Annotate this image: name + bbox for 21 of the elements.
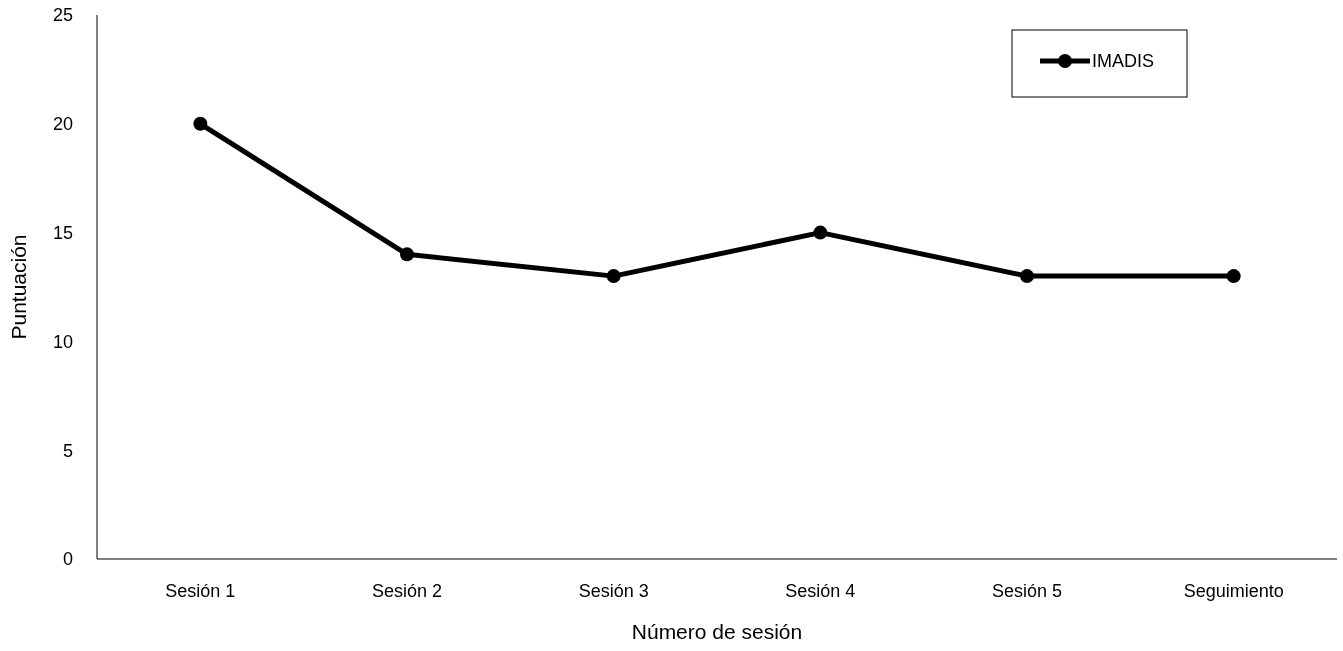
x-axis-title: Número de sesión [631,620,803,643]
x-tick-label: Sesión 5 [991,581,1063,601]
y-tick-label: 25 [52,5,73,26]
x-tick-label: Sesión 1 [165,581,236,601]
y-tick-label: 20 [52,114,73,135]
x-tick-label: Sesión 4 [785,581,856,601]
x-tick-label: Sesión 2 [371,581,443,601]
point [400,247,414,262]
y-tick-label: 0 [62,549,73,570]
y-axis-title: Puntuación [7,234,30,340]
point [193,116,208,131]
y-tick-label: 10 [52,331,73,352]
legend-label: IMADIS [1092,51,1155,72]
x-tick-label: Seguimiento [1183,581,1284,601]
point [606,269,621,284]
point [813,225,828,240]
y-tick-label: 5 [62,440,73,461]
x-tick-label: Sesión 3 [578,581,649,601]
y-tick-label: 15 [52,222,73,243]
point [1020,269,1034,284]
point [1226,269,1241,284]
